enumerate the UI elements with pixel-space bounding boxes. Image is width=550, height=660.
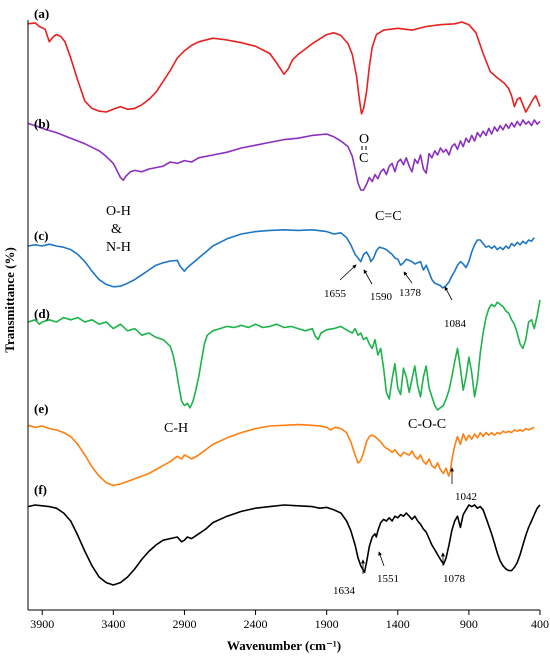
- annotation-nh: N-H: [106, 240, 131, 255]
- peak-1378: 1378: [399, 287, 422, 299]
- spectra-group: [27, 21, 541, 586]
- arrow-1084: [444, 286, 453, 301]
- peak-1634: 1634: [333, 585, 356, 597]
- arrow-1590: [363, 269, 373, 285]
- spectrum-d: [27, 299, 541, 411]
- series-label-f: (f): [34, 482, 47, 497]
- annotation-amp: &: [111, 222, 122, 237]
- annotation-cc: C=C: [375, 209, 402, 224]
- arrow-1655: [339, 264, 357, 281]
- peak-1078: 1078: [443, 573, 466, 585]
- peak-1590: 1590: [370, 291, 393, 303]
- x-tick-label: 3400: [101, 617, 125, 631]
- series-label-c: (c): [34, 228, 48, 243]
- x-tick-label: 900: [460, 617, 478, 631]
- annotation-oh: O-H: [106, 204, 131, 219]
- spectrum-c: [27, 229, 535, 289]
- arrow-1551: [378, 551, 385, 567]
- y-axis-title: Transmittance (%): [2, 247, 17, 353]
- annotation-coc: C-O-C: [408, 417, 446, 432]
- series-label-d: (d): [34, 306, 50, 321]
- series-label-a: (a): [34, 6, 49, 21]
- peak-1655: 1655: [324, 288, 347, 300]
- peak-1551: 1551: [377, 573, 399, 585]
- spectrum-f: [27, 504, 541, 586]
- series-label-e: (e): [34, 401, 48, 416]
- annotation-co-c: C: [359, 151, 368, 166]
- peak-1042: 1042: [455, 491, 477, 503]
- arrow-1378: [403, 271, 413, 284]
- x-ticks: 3900 3400 2900 2400 1900 1400 900 400: [30, 610, 549, 631]
- x-tick-label: 2400: [244, 617, 268, 631]
- peak-1084: 1084: [444, 318, 467, 330]
- spectrum-a: [27, 21, 541, 115]
- x-axis-title: Wavenumber (cm⁻¹): [227, 638, 341, 653]
- x-tick-label: 400: [531, 617, 549, 631]
- x-tick-label: 1400: [386, 617, 410, 631]
- spectrum-b: [27, 119, 541, 191]
- annotation-co-o: O: [359, 132, 369, 147]
- series-label-b: (b): [34, 116, 50, 131]
- x-tick-label: 2900: [172, 617, 196, 631]
- x-tick-label: 1900: [315, 617, 339, 631]
- x-tick-label: 3900: [30, 617, 54, 631]
- spectrum-e: [27, 423, 535, 487]
- annotation-ch: C-H: [164, 421, 188, 436]
